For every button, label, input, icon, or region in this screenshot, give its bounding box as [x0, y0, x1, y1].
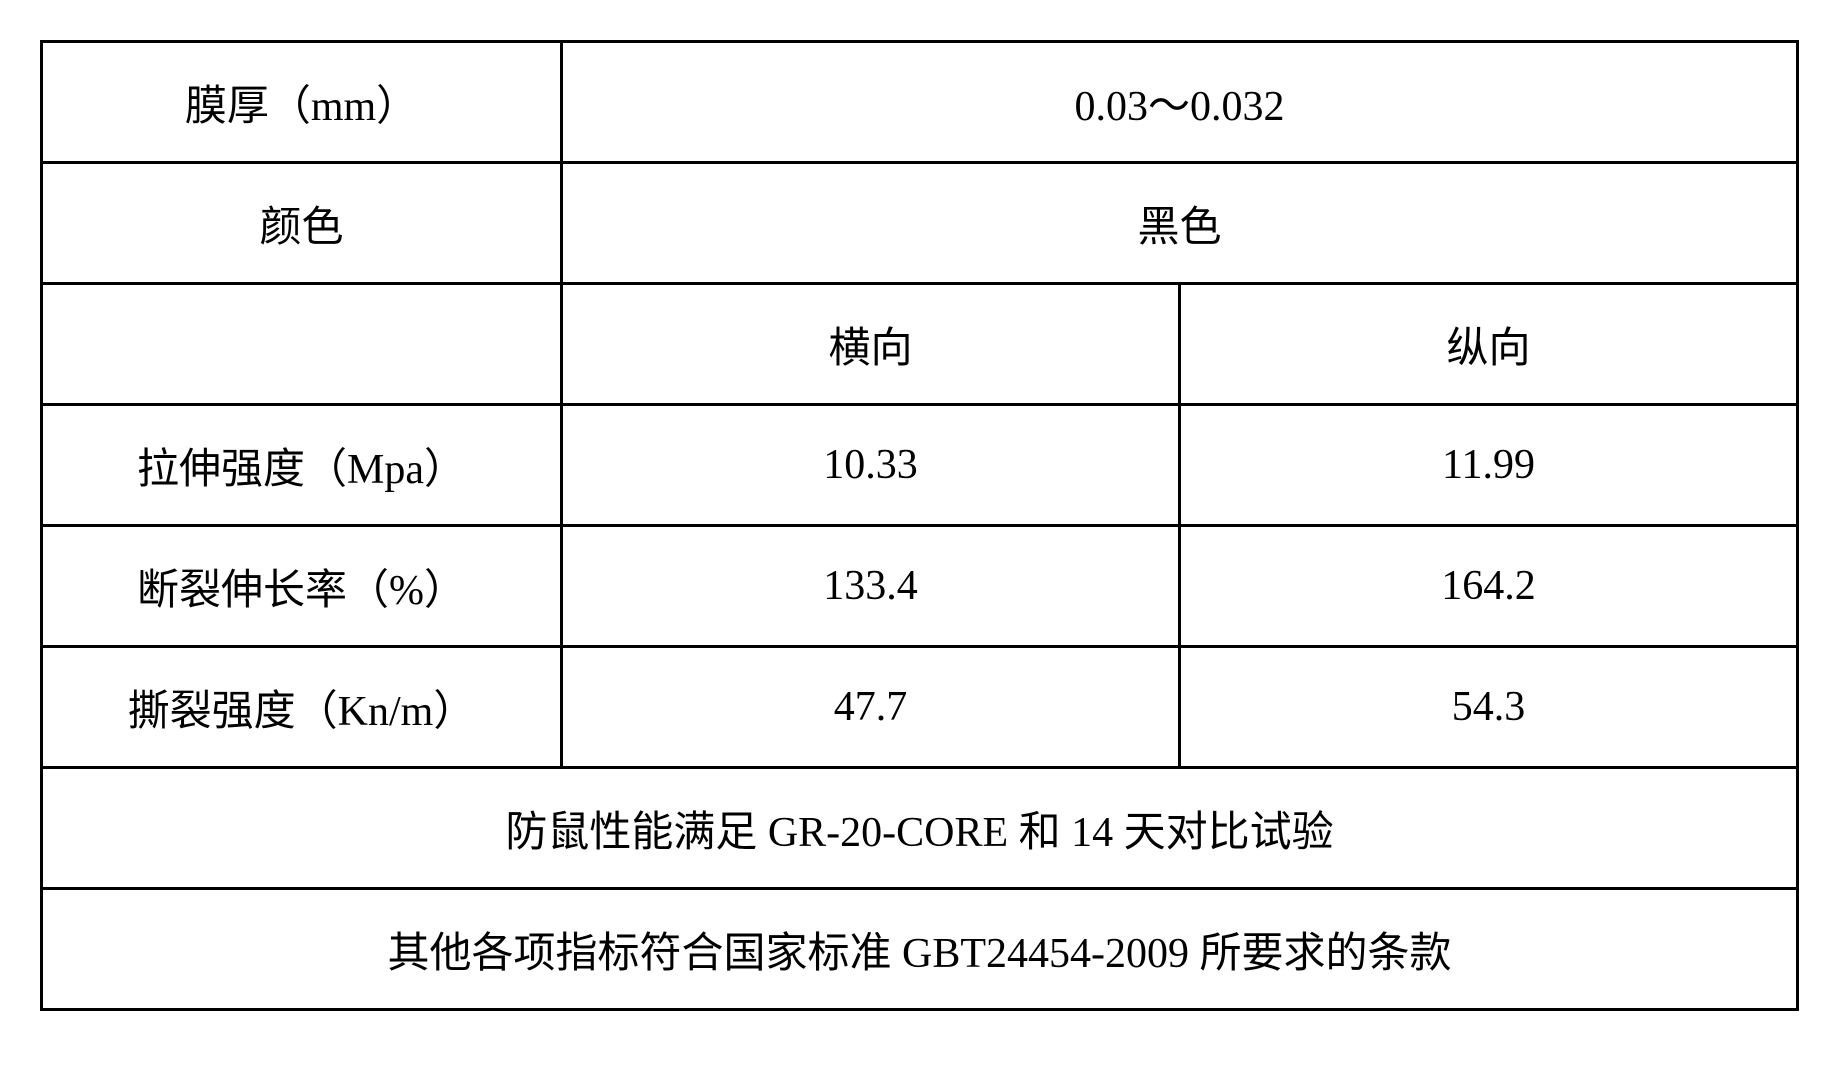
cell-elongation-label: 断裂伸长率（%）	[42, 526, 562, 647]
table-row: 横向 纵向	[42, 284, 1798, 405]
cell-note-rodent: 防鼠性能满足 GR-20-CORE 和 14 天对比试验	[42, 768, 1798, 889]
cell-tensile-longitudinal: 11.99	[1180, 405, 1798, 526]
cell-tensile-transverse: 10.33	[562, 405, 1180, 526]
cell-elongation-transverse: 133.4	[562, 526, 1180, 647]
cell-tear-longitudinal: 54.3	[1180, 647, 1798, 768]
cell-note-standard: 其他各项指标符合国家标准 GBT24454-2009 所要求的条款	[42, 889, 1798, 1010]
cell-header-transverse: 横向	[562, 284, 1180, 405]
cell-tear-label: 撕裂强度（Kn/m）	[42, 647, 562, 768]
table-row: 防鼠性能满足 GR-20-CORE 和 14 天对比试验	[42, 768, 1798, 889]
table-row: 撕裂强度（Kn/m） 47.7 54.3	[42, 647, 1798, 768]
table-row: 颜色 黑色	[42, 163, 1798, 284]
cell-tensile-label: 拉伸强度（Mpa）	[42, 405, 562, 526]
cell-thickness-value: 0.03～0.032	[562, 42, 1798, 163]
spec-table: 膜厚（mm） 0.03～0.032 颜色 黑色 横向 纵向 拉伸强度（Mpa） …	[40, 40, 1799, 1011]
cell-color-value: 黑色	[562, 163, 1798, 284]
table-row: 膜厚（mm） 0.03～0.032	[42, 42, 1798, 163]
cell-color-label: 颜色	[42, 163, 562, 284]
table-row: 拉伸强度（Mpa） 10.33 11.99	[42, 405, 1798, 526]
spec-table-container: 膜厚（mm） 0.03～0.032 颜色 黑色 横向 纵向 拉伸强度（Mpa） …	[40, 40, 1796, 1011]
cell-header-longitudinal: 纵向	[1180, 284, 1798, 405]
cell-direction-blank	[42, 284, 562, 405]
cell-tear-transverse: 47.7	[562, 647, 1180, 768]
table-row: 其他各项指标符合国家标准 GBT24454-2009 所要求的条款	[42, 889, 1798, 1010]
table-row: 断裂伸长率（%） 133.4 164.2	[42, 526, 1798, 647]
cell-elongation-longitudinal: 164.2	[1180, 526, 1798, 647]
cell-thickness-label: 膜厚（mm）	[42, 42, 562, 163]
